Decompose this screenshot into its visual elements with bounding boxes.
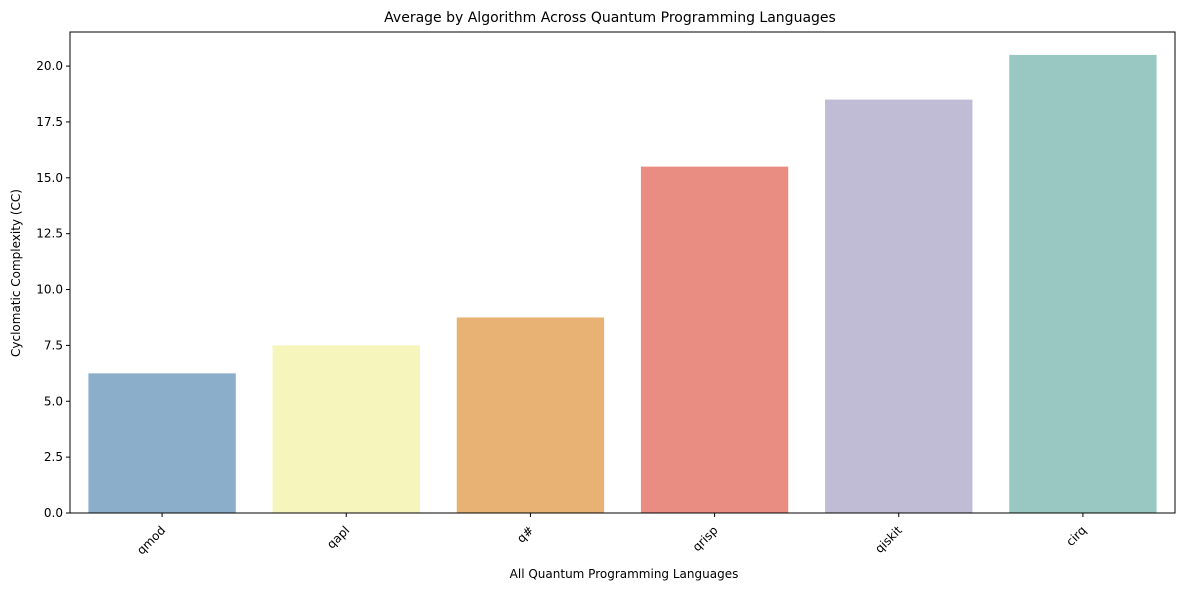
x-tick-label: cirq	[1063, 523, 1089, 549]
plot-frame	[69, 31, 1176, 514]
x-tick-label: qiskit	[872, 523, 905, 556]
bar-qrisp	[640, 166, 789, 513]
bar-qmod	[88, 373, 236, 513]
x-axis: qmod qapl q# qrisp qiskit cirq	[134, 513, 1089, 557]
x-tick-label: qmod	[134, 523, 168, 557]
x-axis-label: All Quantum Programming Languages	[510, 567, 739, 581]
x-tick-label: qapl	[324, 523, 352, 551]
x-tick-label: q#	[514, 523, 536, 545]
chart-title: Average by Algorithm Across Quantum Prog…	[384, 10, 836, 26]
x-tick-label: qrisp	[690, 523, 721, 554]
y-axis: 0.0 2.5 5.0 7.5 10.0 12.5 15.0 17.5 20.0	[36, 59, 70, 520]
y-axis-label: Cyclomatic Complexity (CC)	[9, 189, 23, 357]
y-tick-label: 2.5	[44, 450, 63, 464]
y-tick-label: 10.0	[36, 283, 63, 297]
bar-q#	[456, 317, 605, 513]
y-tick-label: 20.0	[36, 59, 63, 73]
bars-group	[88, 54, 1157, 514]
y-tick-label: 15.0	[36, 171, 63, 185]
bar-cirq	[1009, 54, 1157, 514]
y-tick-label: 7.5	[44, 338, 63, 352]
bar-qiskit	[825, 99, 973, 513]
y-tick-label: 5.0	[44, 394, 63, 408]
y-tick-label: 17.5	[36, 115, 63, 129]
y-tick-label: 0.0	[44, 506, 63, 520]
y-tick-label: 12.5	[36, 227, 63, 241]
bar-qapl	[272, 345, 420, 513]
